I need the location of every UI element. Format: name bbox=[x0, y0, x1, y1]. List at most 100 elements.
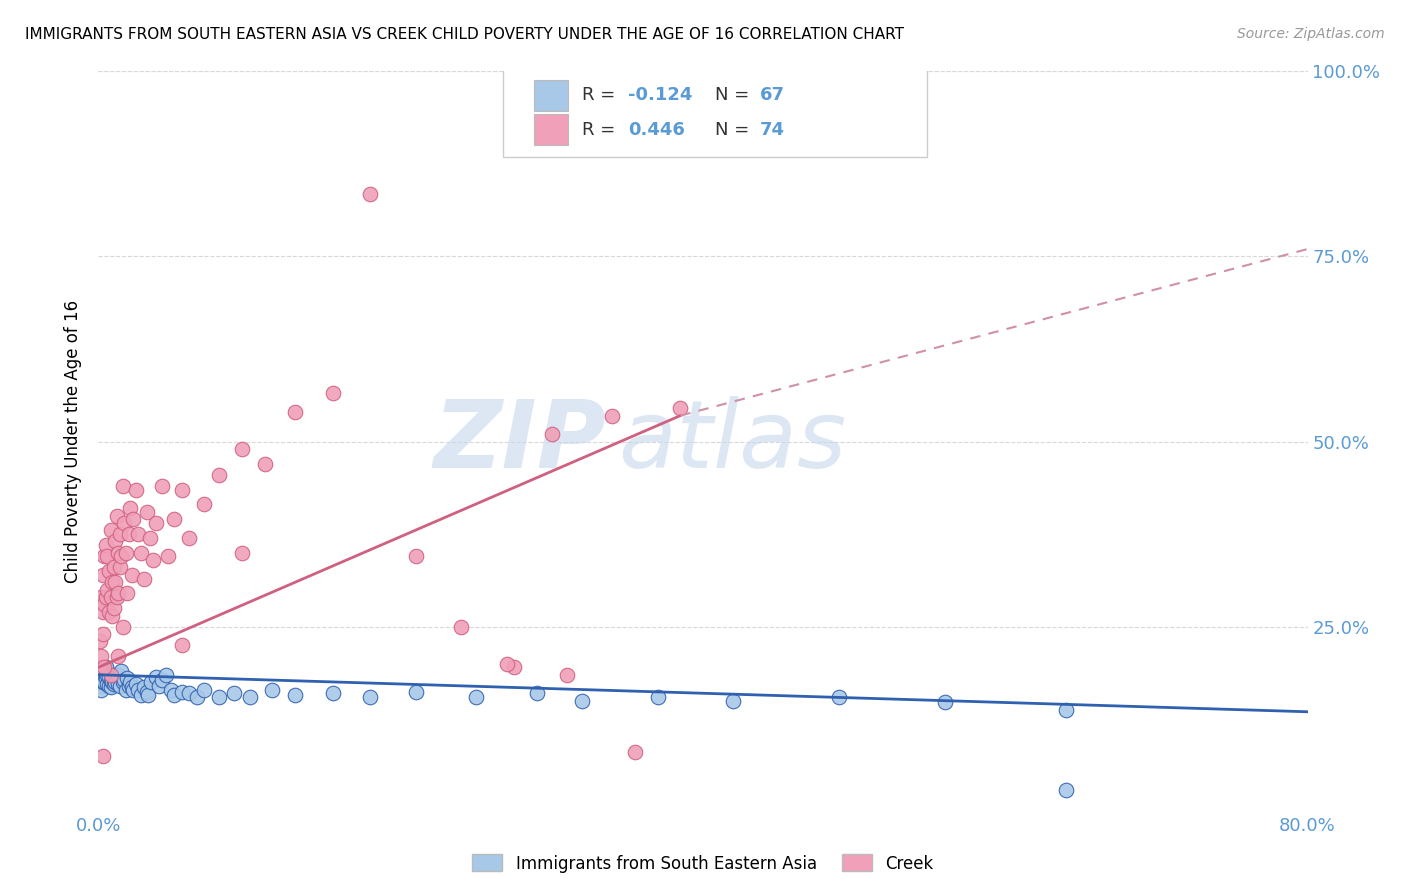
Point bbox=[145, 670, 167, 684]
Text: -0.124: -0.124 bbox=[628, 86, 692, 104]
Point bbox=[101, 575, 124, 590]
Point bbox=[93, 549, 115, 564]
Point bbox=[139, 531, 162, 545]
Point bbox=[828, 690, 851, 704]
Point bbox=[540, 427, 562, 442]
Point bbox=[179, 686, 201, 700]
Point bbox=[1054, 702, 1077, 716]
Point bbox=[107, 667, 129, 681]
Point bbox=[100, 524, 122, 538]
Point bbox=[239, 690, 262, 704]
Point bbox=[98, 679, 121, 693]
Point bbox=[127, 527, 149, 541]
Point bbox=[103, 677, 125, 691]
Point bbox=[465, 690, 488, 704]
Text: 74: 74 bbox=[759, 120, 785, 139]
Point bbox=[135, 505, 157, 519]
Point bbox=[111, 479, 134, 493]
Point bbox=[91, 675, 114, 690]
Point bbox=[96, 549, 118, 564]
Point bbox=[121, 567, 143, 582]
Point bbox=[145, 516, 167, 530]
Point bbox=[112, 516, 135, 530]
Point bbox=[120, 675, 142, 690]
Point bbox=[136, 688, 159, 702]
Point bbox=[89, 634, 111, 648]
Point bbox=[105, 672, 128, 686]
FancyBboxPatch shape bbox=[503, 64, 927, 156]
Point bbox=[93, 675, 115, 690]
Point bbox=[104, 575, 127, 590]
Point bbox=[93, 598, 115, 612]
Point bbox=[125, 483, 148, 497]
Point bbox=[93, 664, 115, 678]
Point bbox=[322, 686, 344, 700]
Text: Source: ZipAtlas.com: Source: ZipAtlas.com bbox=[1237, 27, 1385, 41]
Text: R =: R = bbox=[582, 86, 621, 104]
FancyBboxPatch shape bbox=[534, 114, 568, 145]
Text: N =: N = bbox=[716, 86, 755, 104]
Point bbox=[132, 572, 155, 586]
FancyBboxPatch shape bbox=[534, 80, 568, 112]
Point bbox=[284, 405, 307, 419]
Point bbox=[602, 409, 624, 423]
Point bbox=[96, 582, 118, 597]
Text: ZIP: ZIP bbox=[433, 395, 606, 488]
Point bbox=[141, 675, 163, 690]
Text: 0.446: 0.446 bbox=[628, 120, 685, 139]
Point bbox=[110, 664, 132, 678]
Point bbox=[118, 527, 141, 541]
Point bbox=[360, 186, 382, 201]
Point bbox=[231, 546, 253, 560]
Point bbox=[262, 682, 284, 697]
Point bbox=[170, 483, 193, 497]
Point bbox=[163, 512, 186, 526]
Point bbox=[94, 660, 117, 674]
Point bbox=[96, 677, 118, 691]
Point bbox=[129, 688, 152, 702]
Point bbox=[129, 546, 152, 560]
Point bbox=[405, 685, 427, 699]
Point bbox=[115, 586, 138, 600]
Text: IMMIGRANTS FROM SOUTH EASTERN ASIA VS CREEK CHILD POVERTY UNDER THE AGE OF 16 CO: IMMIGRANTS FROM SOUTH EASTERN ASIA VS CR… bbox=[25, 27, 904, 42]
Point bbox=[93, 660, 115, 674]
Point bbox=[148, 679, 170, 693]
Point bbox=[94, 538, 117, 552]
Point bbox=[122, 682, 145, 697]
Point bbox=[98, 564, 121, 578]
Point bbox=[125, 677, 148, 691]
Point bbox=[163, 688, 186, 702]
Point bbox=[91, 627, 114, 641]
Point bbox=[526, 686, 548, 700]
Point bbox=[193, 682, 215, 697]
Point bbox=[94, 672, 117, 686]
Point bbox=[91, 667, 114, 681]
Point bbox=[142, 553, 165, 567]
Point bbox=[91, 749, 114, 764]
Point bbox=[156, 549, 179, 564]
Point bbox=[107, 546, 129, 560]
Point bbox=[624, 746, 647, 760]
Point bbox=[107, 586, 129, 600]
Point bbox=[111, 675, 134, 690]
Point bbox=[647, 690, 669, 704]
Point bbox=[155, 667, 177, 681]
Point bbox=[104, 675, 127, 690]
Point bbox=[193, 498, 215, 512]
Point bbox=[503, 660, 526, 674]
Point bbox=[105, 508, 128, 523]
Point bbox=[110, 549, 132, 564]
Point bbox=[571, 694, 593, 708]
Point bbox=[104, 534, 127, 549]
Point bbox=[96, 667, 118, 681]
Point bbox=[103, 560, 125, 574]
Text: N =: N = bbox=[716, 120, 755, 139]
Point bbox=[90, 664, 112, 678]
Point bbox=[231, 442, 253, 456]
Point bbox=[495, 657, 517, 671]
Point bbox=[112, 673, 135, 687]
Point bbox=[186, 690, 208, 704]
Point bbox=[89, 679, 111, 693]
Point bbox=[120, 501, 142, 516]
Point bbox=[118, 679, 141, 693]
